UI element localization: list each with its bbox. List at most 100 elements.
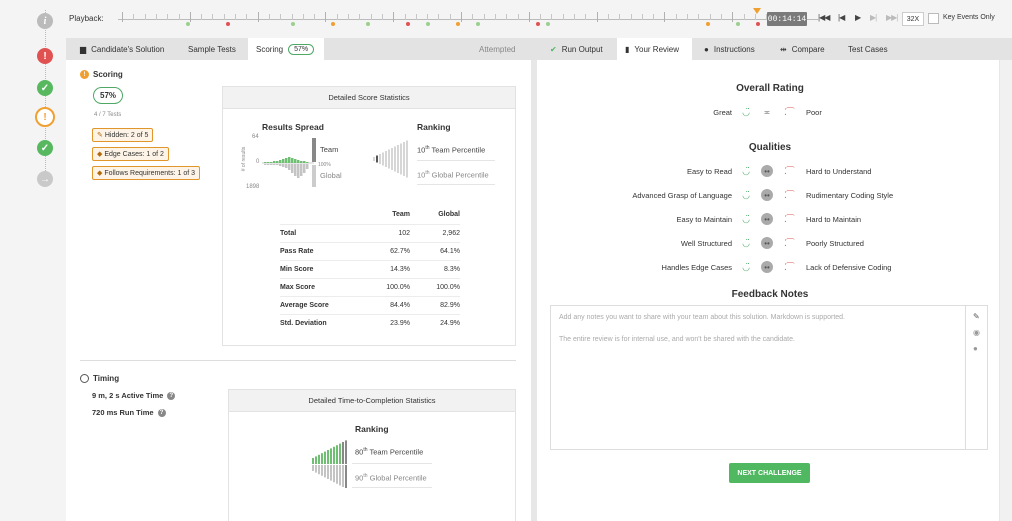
scrollbar[interactable] xyxy=(1000,60,1012,521)
tab-your-review[interactable]: ▮ Your Review xyxy=(617,38,692,60)
smile-icon[interactable]: ◡̈ xyxy=(742,189,750,200)
score-badge: 57% xyxy=(93,87,124,104)
timeline-event-marker[interactable] xyxy=(546,22,550,26)
timeline-tick xyxy=(212,14,214,20)
global-time-bar xyxy=(339,465,341,486)
smile-icon[interactable]: ◡̈ xyxy=(742,106,750,117)
smile-icon[interactable]: ◡̈ xyxy=(742,213,750,224)
team-spread-bar xyxy=(294,159,297,163)
frown-icon[interactable]: ⁚⁀ xyxy=(783,213,795,224)
timeline-event-marker[interactable] xyxy=(291,22,295,26)
next-challenge-button[interactable]: NEXT CHALLENGE xyxy=(729,463,810,483)
score-stats-box: Detailed Score Statistics xyxy=(222,86,516,346)
flag-icon: ▮ xyxy=(625,44,630,54)
timeline-event-marker[interactable] xyxy=(366,22,370,26)
playback-cursor[interactable] xyxy=(753,8,761,14)
frown-icon[interactable]: ⁚⁀ xyxy=(783,165,795,176)
playback-bar: Playback: 00:14:14 |◀◀ |◀ ▶ ▶| ▶▶| 32X K… xyxy=(66,0,1012,38)
key-events-checkbox[interactable] xyxy=(928,13,939,24)
axis-top-label: 64 xyxy=(252,134,259,140)
results-spread-title: Results Spread xyxy=(262,122,324,132)
global-spread-bar xyxy=(279,164,282,166)
error-icon[interactable]: ! xyxy=(37,48,53,64)
global-time-bar xyxy=(318,465,320,475)
timeline-event-marker[interactable] xyxy=(736,22,740,26)
timeline-tick xyxy=(698,14,700,20)
timeline-tick xyxy=(302,14,304,20)
timeline-event-marker[interactable] xyxy=(456,22,460,26)
axis-label: # of results xyxy=(241,146,248,172)
frown-icon[interactable]: ⁚⁀ xyxy=(783,261,795,272)
smile-icon[interactable]: ◡̈ xyxy=(742,237,750,248)
global-percentile: 10th Global Percentile xyxy=(417,170,489,180)
help-icon[interactable]: ● xyxy=(973,344,978,353)
tab-test-cases[interactable]: Test Cases xyxy=(840,38,896,60)
global-time-bar xyxy=(315,465,317,473)
neutral-icon[interactable]: ≖ xyxy=(763,107,771,117)
step-back-icon[interactable]: |◀ xyxy=(838,13,845,22)
speed-select[interactable]: 32X xyxy=(902,12,924,26)
tag-label: Edge Cases: xyxy=(104,151,145,158)
tag-edge-cases[interactable]: ◆ Edge Cases: 1 of 2 xyxy=(92,147,169,161)
eye-icon[interactable]: ◉ xyxy=(973,328,980,337)
step-forward-icon[interactable]: ▶| xyxy=(870,13,877,22)
timeline-tick xyxy=(483,14,485,20)
arrow-right-icon[interactable]: → xyxy=(37,171,53,187)
check-icon[interactable]: ✓ xyxy=(37,80,53,96)
neutral-icon[interactable]: •• xyxy=(761,165,773,177)
team-time-bar xyxy=(342,442,344,464)
time-ranking-funnel xyxy=(312,440,347,488)
ranking-title: Ranking xyxy=(417,122,451,132)
neutral-icon[interactable]: •• xyxy=(761,237,773,249)
tab-compare[interactable]: ⇹ Compare xyxy=(772,38,833,60)
tab-run-output[interactable]: ✔ Run Output xyxy=(542,38,611,60)
tag-label: Follows Requirements: xyxy=(104,170,176,177)
smile-icon[interactable]: ◡̈ xyxy=(742,261,750,272)
skip-start-icon[interactable]: |◀◀ xyxy=(818,13,830,22)
timeline-tick xyxy=(517,14,519,20)
frown-icon[interactable]: ⁚⁀ xyxy=(783,237,795,248)
info-icon[interactable]: i xyxy=(37,13,53,29)
tab-label: Instructions xyxy=(713,44,755,54)
team-spread-bar xyxy=(282,159,285,163)
global-spread-bar xyxy=(297,164,300,178)
neutral-icon[interactable]: •• xyxy=(761,189,773,201)
play-icon[interactable]: ▶ xyxy=(855,13,861,22)
tag-icon: ✎ xyxy=(97,132,103,139)
skip-end-icon[interactable]: ▶▶| xyxy=(886,13,898,22)
smile-icon[interactable]: ◡̈ xyxy=(742,165,750,176)
frown-icon[interactable]: ⁚⁀ xyxy=(783,106,795,117)
neutral-icon[interactable]: •• xyxy=(761,213,773,225)
check-icon[interactable]: ✓ xyxy=(37,140,53,156)
team-time-bar xyxy=(339,443,341,464)
timeline-tick xyxy=(766,14,768,20)
warning-icon[interactable]: ! xyxy=(35,107,55,127)
timeline-event-marker[interactable] xyxy=(706,22,710,26)
feedback-notes[interactable]: Add any notes you want to share with you… xyxy=(550,305,988,450)
tab-instructions[interactable]: ● Instructions xyxy=(696,38,763,60)
pencil-icon[interactable]: ✎ xyxy=(973,312,980,321)
timeline-event-marker[interactable] xyxy=(331,22,335,26)
help-icon[interactable]: ? xyxy=(157,409,166,418)
timeline-event-marker[interactable] xyxy=(186,22,190,26)
tab-scoring[interactable]: Scoring 57% xyxy=(248,38,324,60)
timeline-event-marker[interactable] xyxy=(406,22,410,26)
tag-hidden[interactable]: ✎ Hidden: 2 of 5 xyxy=(92,128,154,142)
timeline-event-marker[interactable] xyxy=(226,22,230,26)
frown-icon[interactable]: ⁚⁀ xyxy=(783,189,795,200)
key-events-label: Key Events Only xyxy=(943,14,995,21)
timeline-event-marker[interactable] xyxy=(536,22,540,26)
tag-follows-requirements[interactable]: ◆ Follows Requirements: 1 of 3 xyxy=(92,166,201,180)
timeline-event-marker[interactable] xyxy=(476,22,480,26)
timeline-event-marker[interactable] xyxy=(756,22,760,26)
tab-sample-tests[interactable]: Sample Tests xyxy=(180,38,244,60)
help-icon[interactable]: ? xyxy=(167,392,176,401)
timeline-event-marker[interactable] xyxy=(426,22,430,26)
global-time-bar xyxy=(330,465,332,481)
playback-timeline[interactable] xyxy=(118,19,818,20)
table-header-global: Global xyxy=(438,211,460,219)
team-percentile-value: 10 xyxy=(417,145,426,155)
neutral-icon[interactable]: •• xyxy=(761,261,773,273)
timeline-tick xyxy=(291,14,293,20)
tab-candidate-solution[interactable]: ▆ Candidate's Solution xyxy=(72,38,172,60)
